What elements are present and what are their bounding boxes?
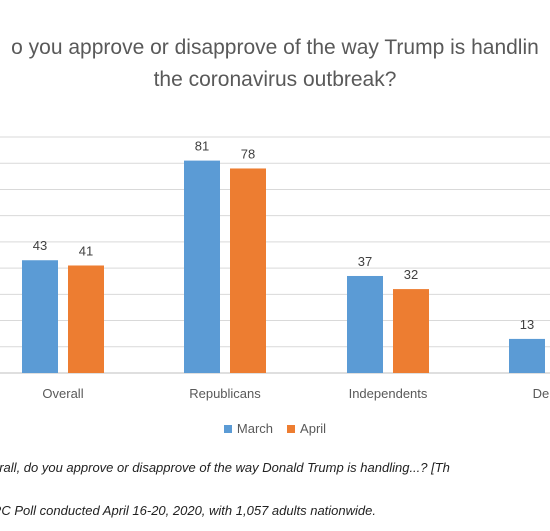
- data-label-april-overall: 41: [79, 243, 93, 258]
- bar-chart: 43 41 Overall 81 78 Republicans 37 32 Independen…: [0, 136, 550, 401]
- data-label-march-overall: 43: [33, 238, 47, 253]
- bar-march-demo: [509, 338, 545, 373]
- chart-title-line-2: the coronavirus outbreak?: [153, 68, 397, 91]
- bar-march-republicans: [184, 160, 220, 373]
- category-label-independents: Independents: [349, 386, 428, 401]
- data-label-april-republicans: 78: [241, 146, 255, 161]
- legend: March April: [0, 421, 550, 436]
- category-label-overall: Overall: [42, 386, 83, 401]
- category-label-demo: Demo: [533, 386, 550, 401]
- source-caption: RC Poll conducted April 16-20, 2020, wit…: [0, 503, 376, 518]
- data-label-march-republicans: 81: [195, 139, 209, 154]
- legend-swatch-april: [287, 424, 296, 433]
- category-label-republicans: Republicans: [189, 386, 261, 401]
- question-caption: erall, do you approve or disapprove of t…: [0, 460, 450, 475]
- bar-april-independents: [393, 289, 429, 373]
- chart-title-line-1: o you approve or disapprove of the way T…: [11, 36, 539, 59]
- data-label-april-independents: 32: [404, 267, 418, 282]
- bar-april-republicans: [230, 168, 266, 373]
- bar-april-overall: [68, 265, 104, 373]
- bar-march-independents: [347, 275, 383, 373]
- data-label-march-independents: 37: [358, 254, 372, 269]
- bar-march-overall: [22, 260, 58, 373]
- data-label-march-demo: 13: [520, 317, 534, 332]
- legend-label-april: April: [300, 421, 327, 436]
- legend-swatch-march: [223, 424, 232, 433]
- chart-title: o you approve or disapprove of the way T…: [0, 32, 550, 96]
- legend-label-march: March: [236, 421, 274, 436]
- legend-item-april: April: [287, 421, 326, 436]
- legend-item-march: March: [223, 421, 274, 436]
